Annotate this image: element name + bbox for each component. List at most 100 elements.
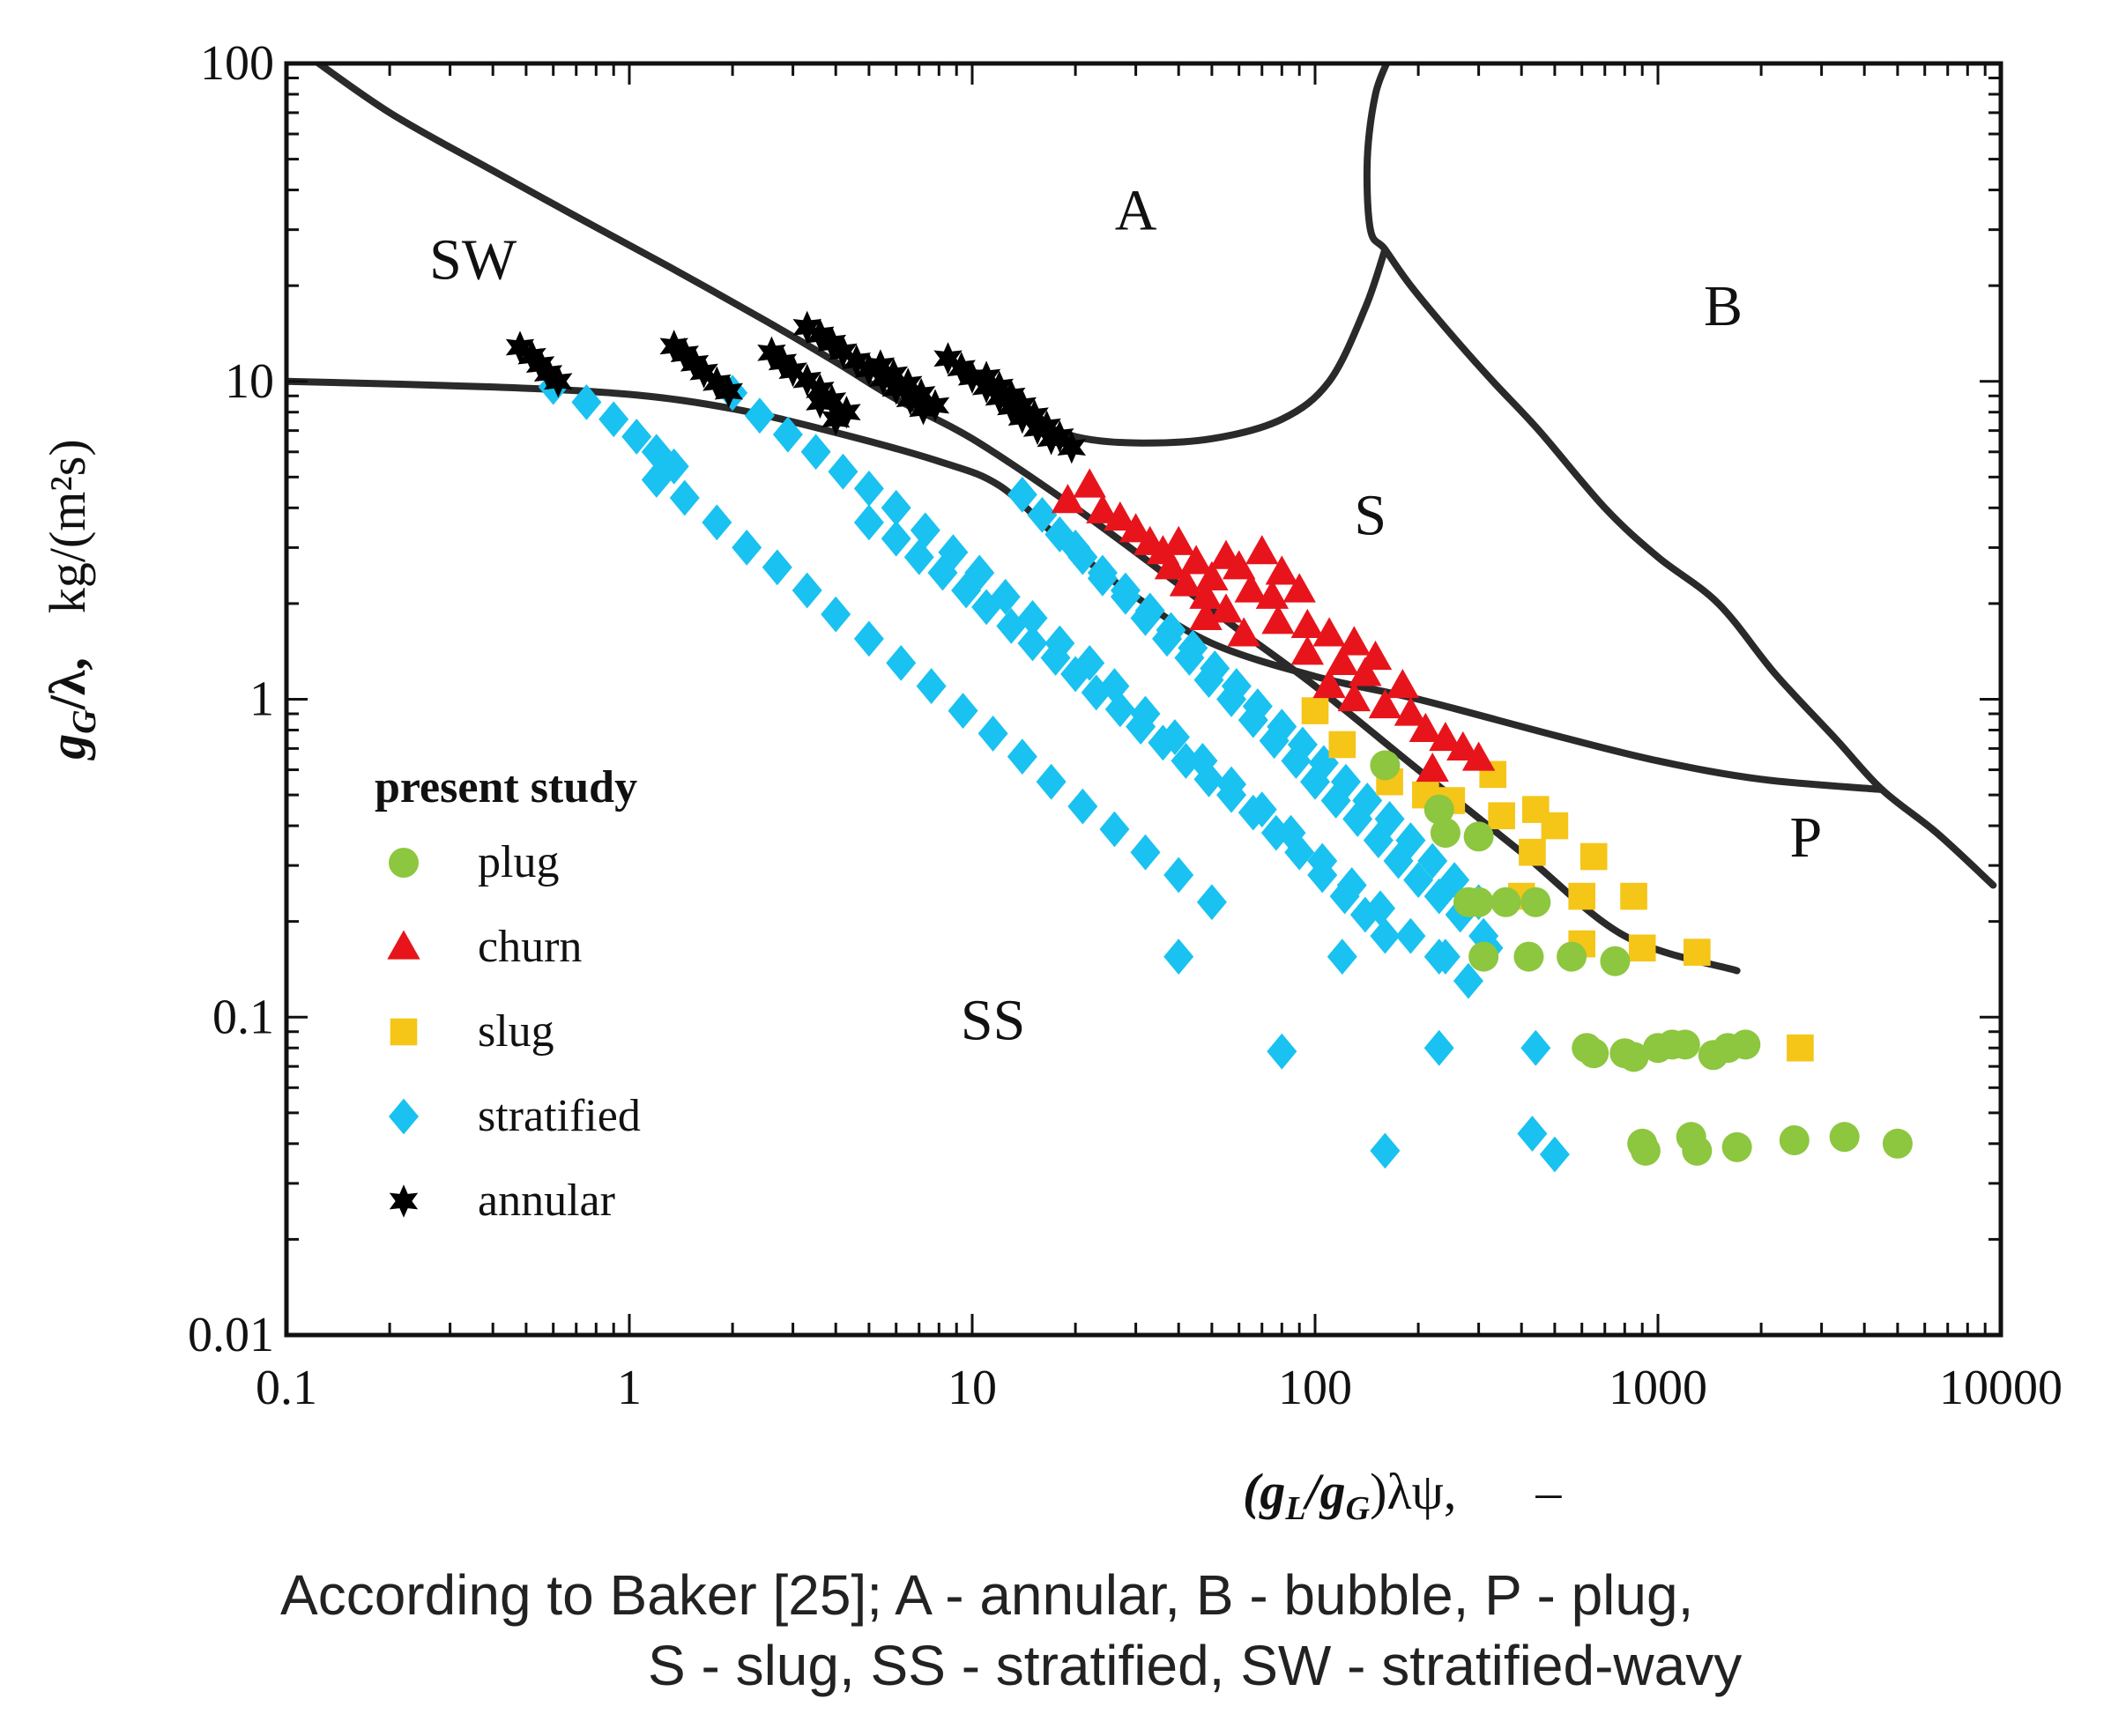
churn-point: [1282, 573, 1316, 603]
stratified-point: [1352, 783, 1383, 819]
slug-point: [1787, 1034, 1814, 1062]
annular-point: [957, 360, 987, 394]
plug-point: [1829, 1122, 1860, 1153]
annular-point: [821, 403, 851, 436]
stratified-point: [853, 471, 884, 507]
stratified-point: [1307, 857, 1338, 894]
churn-point: [1261, 605, 1295, 634]
legend-label-slug: slug: [478, 1006, 554, 1057]
annular-point: [757, 336, 786, 370]
annular-point: [881, 372, 911, 405]
churn-point: [1394, 696, 1428, 726]
annular-point: [906, 377, 936, 412]
annular-point: [842, 344, 872, 378]
plug-point: [1682, 1135, 1713, 1166]
plug-point: [1423, 794, 1454, 825]
annular-point: [817, 326, 847, 360]
plug-point: [1618, 1042, 1649, 1072]
stratified-point: [1099, 811, 1130, 848]
churn-point: [1051, 484, 1085, 514]
stratified-point: [927, 554, 958, 591]
stratified-point: [951, 572, 982, 609]
stratified-point: [1087, 554, 1118, 591]
data-points: [505, 310, 1913, 1173]
region-label-b: B: [1704, 274, 1743, 338]
churn-point: [1368, 688, 1402, 719]
stratified-point: [1163, 938, 1194, 975]
stratified-point: [772, 416, 803, 453]
churn-point: [1265, 555, 1299, 585]
series-annular: [505, 310, 1087, 464]
stratified-point: [1330, 763, 1361, 800]
annular-point: [544, 365, 573, 398]
churn-point: [1209, 593, 1243, 623]
plug-point: [1882, 1128, 1913, 1159]
caption-line-1: According to Baker [25]; A - annular, B …: [280, 1563, 1694, 1627]
stratified-point: [1267, 1033, 1297, 1070]
plug-point: [1721, 1131, 1752, 1162]
churn-point: [1446, 731, 1480, 760]
stratified-point: [1453, 962, 1483, 999]
stratified-point: [886, 644, 917, 681]
x-tick-label: 100: [1278, 1361, 1352, 1415]
slug-point: [1328, 731, 1357, 759]
caption-line-2: S - slug, SS - stratified, SW - stratifi…: [648, 1634, 1743, 1697]
plug-point: [1730, 1029, 1761, 1060]
stratified-point: [641, 462, 672, 498]
stratified-point: [1067, 788, 1098, 825]
y-tick-label: 100: [200, 36, 274, 91]
stratified-point: [1445, 896, 1475, 933]
stratified-point: [1104, 691, 1135, 728]
churn-point: [1312, 617, 1346, 647]
stratified-point: [1060, 529, 1091, 566]
churn-point: [1169, 567, 1203, 597]
plug-point: [1463, 887, 1494, 917]
churn-point: [1337, 626, 1371, 656]
annular-point: [806, 385, 835, 419]
stratified-point: [1221, 668, 1252, 704]
legend: present study plug churn slug stratified annu…: [375, 762, 641, 1226]
churn-point: [1326, 645, 1359, 675]
stratified-point: [881, 489, 911, 526]
churn-point: [1086, 493, 1119, 523]
legend-label-annular: annular: [478, 1176, 615, 1226]
boundary-A-B: [1363, 63, 1997, 889]
y-axis-label: gG/λ,kg/(m²s): [39, 439, 103, 760]
plug-point: [1520, 887, 1551, 917]
plug-point: [1579, 1038, 1609, 1069]
stratified-point: [1417, 842, 1448, 879]
y-tick-label: 1: [249, 672, 274, 727]
annular-point: [997, 379, 1026, 412]
stratified-point: [1395, 917, 1426, 954]
plug-point: [1463, 821, 1494, 852]
stratified-point: [977, 716, 1008, 752]
series-plug: [1370, 750, 1913, 1166]
stratified-point: [1395, 822, 1426, 858]
annular-point: [866, 349, 896, 382]
stratified-point: [1370, 1132, 1401, 1169]
stratified-point: [1284, 834, 1315, 871]
legend-marker-plug: [389, 848, 419, 878]
stratified-point: [1238, 794, 1268, 831]
annular-point: [1007, 389, 1037, 422]
churn-point: [1386, 669, 1420, 699]
churn-point: [1223, 550, 1256, 580]
stratified-point: [1329, 878, 1360, 915]
stratified-point: [1193, 760, 1224, 798]
stratified-point: [1060, 656, 1091, 693]
x-tick-label: 1000: [1609, 1361, 1707, 1415]
annular-point: [533, 356, 563, 390]
stratified-point: [1196, 884, 1227, 921]
y-tick-label: 10: [225, 354, 274, 409]
stratified-point: [1520, 1029, 1551, 1066]
stratified-point: [996, 607, 1027, 644]
stratified-point: [971, 589, 1002, 626]
legend-label-plug: plug: [478, 837, 559, 887]
plug-point: [1669, 1029, 1700, 1060]
y-tick-label: 0.1: [212, 990, 274, 1044]
stratified-point: [903, 538, 934, 575]
region-label-sw: SW: [429, 228, 517, 293]
legend-title: present study: [375, 762, 637, 812]
annular-point: [854, 352, 884, 386]
annular-point: [670, 337, 699, 371]
